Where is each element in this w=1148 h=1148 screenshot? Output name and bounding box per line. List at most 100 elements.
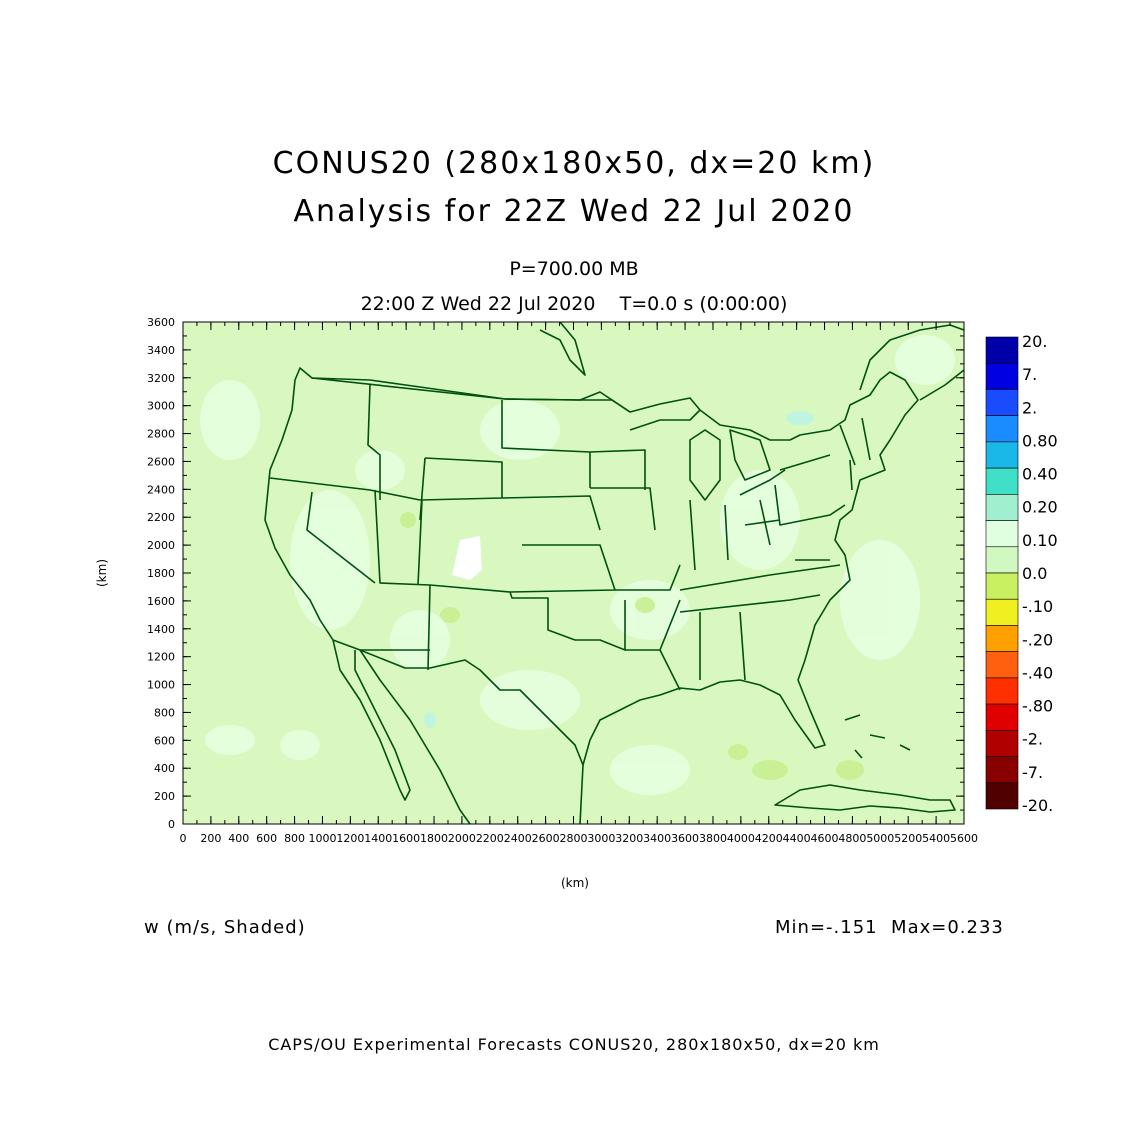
legend-label: 0.0 <box>1022 564 1047 583</box>
y-tick-label: 600 <box>154 734 175 747</box>
shading-patches <box>200 335 955 795</box>
x-tick-label: 1400 <box>364 832 392 845</box>
x-tick-label: 2400 <box>504 832 532 845</box>
x-tick-label: 3000 <box>587 832 615 845</box>
y-tick-label: 2400 <box>147 483 175 496</box>
legend-swatch <box>985 362 1019 390</box>
legend-label: -20. <box>1022 796 1053 815</box>
x-tick-label: 3400 <box>643 832 671 845</box>
y-tick-label: 2200 <box>147 511 175 524</box>
legend-swatch <box>985 441 1019 469</box>
x-tick-label: 1800 <box>420 832 448 845</box>
y-tick-label: 1800 <box>147 567 175 580</box>
x-tick-label: 200 <box>200 832 221 845</box>
x-tick-label: 400 <box>228 832 249 845</box>
chart-title-line1: CONUS20 (280x180x50, dx=20 km) <box>272 146 876 181</box>
x-tick-label: 5000 <box>866 832 894 845</box>
legend-swatch <box>985 782 1019 810</box>
legend-label: 2. <box>1022 398 1037 417</box>
legend-label: 20. <box>1022 332 1047 351</box>
x-tick-label: 4400 <box>783 832 811 845</box>
legend-label: -.40 <box>1022 663 1053 682</box>
x-tick-label: 2200 <box>476 832 504 845</box>
y-tick-label: 2000 <box>147 539 175 552</box>
hudson-bay <box>539 321 586 376</box>
legend-label: -.20 <box>1022 630 1053 649</box>
x-tick-label: 2800 <box>560 832 588 845</box>
white-patch-colorado <box>452 536 482 580</box>
color-legend: 20. 7. 2. 0.80 0.40 0.20 0.10 0.0 -.10 -.20 -.40 -.… <box>985 332 1058 815</box>
x-tick-label: 4000 <box>727 832 755 845</box>
legend-swatch <box>985 415 1019 443</box>
x-tick-label: 3800 <box>699 832 727 845</box>
mexico-coast <box>332 639 584 825</box>
legend-swatch <box>985 677 1019 705</box>
y-tick-label: 400 <box>154 762 175 775</box>
x-tick-label: 1000 <box>308 832 336 845</box>
cuba <box>774 784 956 813</box>
x-tick-label: 4800 <box>838 832 866 845</box>
canada-east <box>859 324 965 401</box>
y-tick-label: 3400 <box>147 344 175 357</box>
legend-label: -2. <box>1022 730 1043 749</box>
field-min-max: Min=-.151 Max=0.233 <box>775 917 1004 938</box>
y-tick-label: 1200 <box>147 651 175 664</box>
legend-swatch <box>985 730 1019 757</box>
y-tick-label: 2800 <box>147 428 175 441</box>
y-tick-label: 0 <box>168 818 175 831</box>
x-tick-label: 2600 <box>532 832 560 845</box>
x-tick-label: 1200 <box>336 832 364 845</box>
x-tick-label: 5600 <box>950 832 978 845</box>
x-tick-label: 3600 <box>671 832 699 845</box>
y-tick-label: 1000 <box>147 679 175 692</box>
legend-label: 0.20 <box>1022 498 1058 517</box>
great-lakes <box>629 409 831 501</box>
field-description: w (m/s, Shaded) <box>144 917 306 938</box>
x-tick-label: 3200 <box>615 832 643 845</box>
x-tick-label: 600 <box>256 832 277 845</box>
y-tick-label: 3200 <box>147 372 175 385</box>
legend-swatch <box>985 756 1019 784</box>
x-tick-label: 800 <box>284 832 305 845</box>
legend-swatch <box>985 598 1019 626</box>
legend-label: -.10 <box>1022 597 1053 616</box>
legend-swatch <box>985 467 1019 495</box>
legend-label: -.80 <box>1022 697 1053 716</box>
legend-swatch <box>985 703 1019 731</box>
y-tick-label: 3600 <box>147 316 175 329</box>
x-tick-label: 5400 <box>922 832 950 845</box>
legend-swatch <box>985 546 1019 574</box>
x-tick-label: 1600 <box>392 832 420 845</box>
chart-title-line2: Analysis for 22Z Wed 22 Jul 2020 <box>293 194 855 229</box>
x-axis-label: (km) <box>561 876 589 890</box>
negative-w-patches <box>400 512 864 780</box>
us-outline <box>264 367 919 766</box>
legend-swatch <box>985 625 1019 652</box>
x-tick-label: 5200 <box>894 832 922 845</box>
x-tick-label: 4600 <box>811 832 839 845</box>
legend-swatch <box>985 651 1019 679</box>
x-tick-label: 0 <box>180 832 187 845</box>
legend-label: 0.10 <box>1022 531 1058 550</box>
state-lines <box>269 384 871 691</box>
legend-swatch <box>985 389 1019 416</box>
valid-time-label: 22:00 Z Wed 22 Jul 2020 T=0.0 s (0:00:00… <box>360 293 788 315</box>
legend-label: 0.80 <box>1022 431 1058 450</box>
bahamas <box>844 714 911 759</box>
y-tick-label: 1400 <box>147 623 175 636</box>
y-tick-label: 800 <box>154 706 175 719</box>
legend-label: -7. <box>1022 763 1043 782</box>
y-tick-label: 3000 <box>147 400 175 413</box>
map-boundaries <box>264 321 965 825</box>
y-axis: 0 200 400 600 800 1000 1200 1400 1600 1800 2000 220… <box>147 316 964 831</box>
legend-label: 7. <box>1022 365 1037 384</box>
legend-label: 0.40 <box>1022 465 1058 484</box>
x-tick-label: 4200 <box>755 832 783 845</box>
y-tick-label: 1600 <box>147 595 175 608</box>
pressure-level-label: P=700.00 MB <box>509 258 639 280</box>
legend-swatch <box>985 572 1019 600</box>
credit-line: CAPS/OU Experimental Forecasts CONUS20, … <box>268 1035 880 1054</box>
positive-w-patches <box>424 411 814 728</box>
legend-swatch <box>985 494 1019 521</box>
